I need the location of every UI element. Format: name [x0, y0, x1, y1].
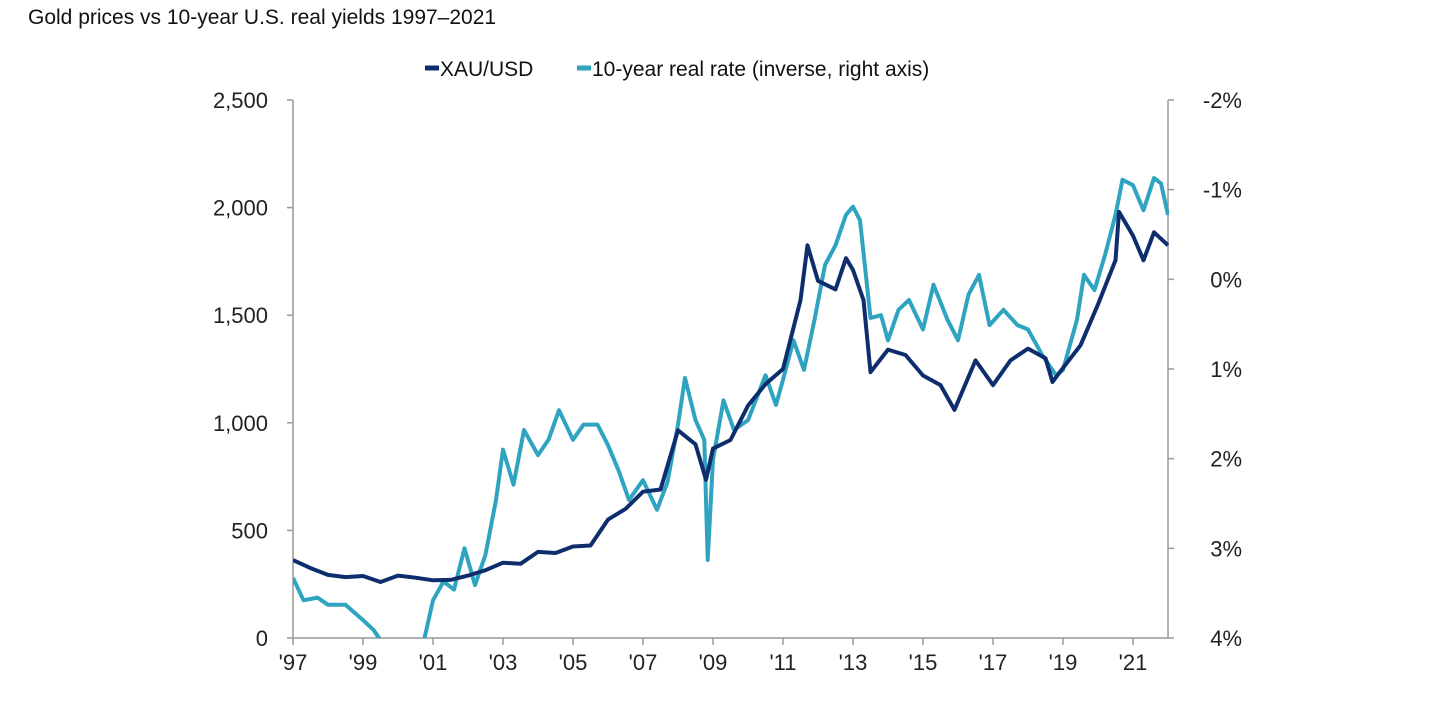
left-tick-label: 500: [231, 518, 268, 543]
right-tick-label: 1%: [1210, 357, 1242, 382]
x-tick-label: '17: [979, 650, 1008, 675]
x-tick-label: '21: [1119, 650, 1148, 675]
right-tick-label: 0%: [1210, 267, 1242, 292]
legend: XAU/USD 10-year real rate (inverse, right…: [425, 58, 929, 81]
x-tick-label: '05: [559, 650, 588, 675]
x-tick-label: '97: [279, 650, 308, 675]
left-tick-label: 2,500: [213, 88, 268, 113]
left-tick-label: 1,000: [213, 411, 268, 436]
x-tick-label: '99: [349, 650, 378, 675]
x-tick-label: '01: [419, 650, 448, 675]
x-tick-label: '13: [839, 650, 868, 675]
right-tick-label: 3%: [1210, 536, 1242, 561]
right-tick-label: 2%: [1210, 447, 1242, 472]
x-tick-label: '07: [629, 650, 658, 675]
left-tick-label: 0: [256, 626, 268, 651]
right-tick-label: -1%: [1203, 178, 1242, 203]
left-tick-label: 1,500: [213, 303, 268, 328]
x-tick-label: '03: [489, 650, 518, 675]
series-lines: [293, 176, 1169, 638]
x-tick-label: '19: [1049, 650, 1078, 675]
x-tick-label: '09: [699, 650, 728, 675]
right-tick-label: -2%: [1203, 88, 1242, 113]
legend-label: XAU/USD: [440, 58, 533, 81]
x-tick-label: '11: [769, 650, 796, 675]
series-line-real-rate: [293, 176, 1169, 638]
right-tick-label: 4%: [1210, 626, 1242, 651]
left-tick-label: 2,000: [213, 196, 268, 221]
chart-title: Gold prices vs 10-year U.S. real yields …: [28, 6, 497, 29]
axes: 0 500 1,000 1,500 2,000 2,500 -2% -1% 0% 1% 2% 3% 4%…: [213, 88, 1242, 675]
series-line-xau-usd: [293, 209, 1169, 584]
x-tick-label: '15: [909, 650, 938, 675]
legend-label: 10-year real rate (inverse, right axis): [592, 58, 929, 81]
